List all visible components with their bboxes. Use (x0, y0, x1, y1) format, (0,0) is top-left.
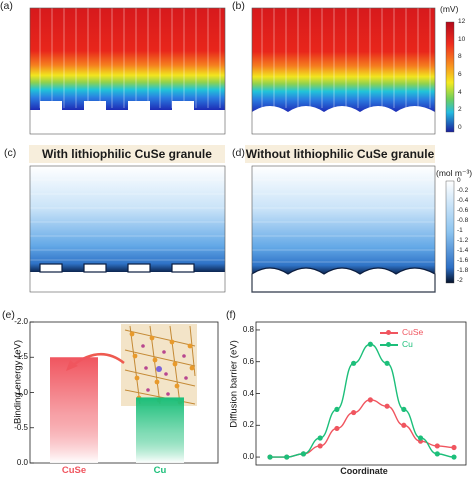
data-point-cu (267, 454, 273, 460)
panel-d-title: Without lithiophilic CuSe granule (245, 145, 435, 163)
panel-c-title: With lithiophilic CuSe granule (29, 145, 225, 163)
potential-tick-label: 0 (458, 124, 462, 131)
data-point-cu (434, 451, 440, 457)
chart-e-ytick-label: -1.0 (14, 387, 28, 397)
chart-e-ytick-label: -2.0 (14, 317, 28, 326)
concentration-tick-label: -1.8 (457, 267, 469, 274)
concentration-tick-label: -2 (457, 277, 463, 284)
data-point-cuse (401, 422, 407, 428)
chart-e-ytick-label: -0.5 (14, 422, 28, 432)
legend-label-cu: Cu (402, 339, 413, 349)
legend-marker-cu (386, 342, 391, 347)
data-point-cuse (451, 444, 457, 451)
potential-tick-label: 10 (458, 35, 466, 43)
bar-cuse (50, 357, 98, 463)
panel-c-label: (c) (4, 147, 17, 159)
chart-f-ytick-label: 0.2 (242, 420, 254, 430)
data-point-cu (384, 360, 390, 366)
data-point-cuse (384, 403, 390, 409)
potential-colorbar (445, 21, 455, 133)
potential-tick-label: 12 (458, 18, 466, 25)
legend-label-cuse: CuSe (402, 327, 424, 337)
chart-f-ytick-label: 0.8 (242, 324, 254, 334)
legend-marker-cuse (386, 330, 391, 335)
panel-d-concentration-field (251, 165, 436, 293)
data-point-cuse (351, 409, 357, 416)
data-point-cu (417, 435, 424, 441)
concentration-tick-label: -1.4 (457, 247, 469, 254)
potential-tick-label: 8 (458, 53, 462, 61)
concentration-tick-label: -0.8 (457, 217, 469, 224)
data-point-cu (334, 406, 340, 412)
chart-e-ytick-label: -1.5 (14, 352, 28, 362)
concentration-colorbar (445, 180, 455, 284)
potential-colorbar-unit: (mV) (440, 4, 459, 14)
data-point-cuse (317, 443, 323, 449)
data-point-cu (300, 451, 307, 457)
data-point-cuse (334, 425, 340, 432)
panel-b-potential-field (251, 7, 436, 135)
data-point-cu (351, 360, 357, 366)
concentration-tick-label: -1 (457, 227, 463, 234)
panel-d-label: (d) (232, 147, 245, 159)
data-point-cu (401, 406, 407, 412)
chart-f-ytick-label: 0.0 (242, 452, 254, 462)
data-point-cu (317, 435, 323, 441)
potential-tick-label: 6 (458, 71, 462, 78)
concentration-tick-label: -1.6 (457, 257, 469, 264)
concentration-tick-label: -0.4 (457, 197, 469, 204)
diffusion-barrier-chart (255, 321, 467, 466)
data-point-cuse (367, 397, 373, 403)
panel-b-label: (b) (232, 0, 245, 12)
concentration-tick-label: -1.2 (457, 237, 469, 244)
panel-a-potential-field (29, 7, 226, 135)
concentration-tick-label: 0 (457, 177, 461, 184)
chart-f-xlabel: Coordinate (340, 466, 388, 476)
potential-tick-label: 2 (458, 106, 462, 114)
chart-f-ytick-label: 0.4 (242, 388, 254, 398)
chart-f-ylabel: Diffusion barrier (eV) (228, 340, 240, 428)
panel-e-label: (e) (2, 309, 15, 321)
concentration-colorbar-unit: (mol m⁻³) (436, 168, 473, 178)
crystal-structure-image (121, 324, 197, 406)
data-point-cu (451, 454, 457, 460)
chart-f-ytick-label: 0.6 (242, 356, 254, 366)
data-point-cu (367, 341, 373, 347)
x-label-cu: Cu (153, 465, 167, 476)
potential-tick-label: 4 (458, 88, 462, 96)
x-label-cuse: CuSe (61, 465, 87, 476)
bar-cu (136, 397, 184, 463)
panel-a-label: (a) (0, 0, 13, 12)
data-point-cuse (434, 443, 440, 449)
panel-f-label: (f) (226, 309, 236, 321)
concentration-tick-label: -0.2 (457, 187, 469, 194)
chart-f-frame (255, 321, 467, 466)
panel-c-concentration-field (29, 165, 226, 293)
data-point-cu (284, 454, 290, 460)
chart-e-ytick-label: 0.0 (16, 458, 28, 467)
binding-energy-chart (29, 321, 219, 464)
field-simulation-svg (29, 7, 455, 293)
concentration-tick-label: -0.6 (457, 207, 469, 214)
